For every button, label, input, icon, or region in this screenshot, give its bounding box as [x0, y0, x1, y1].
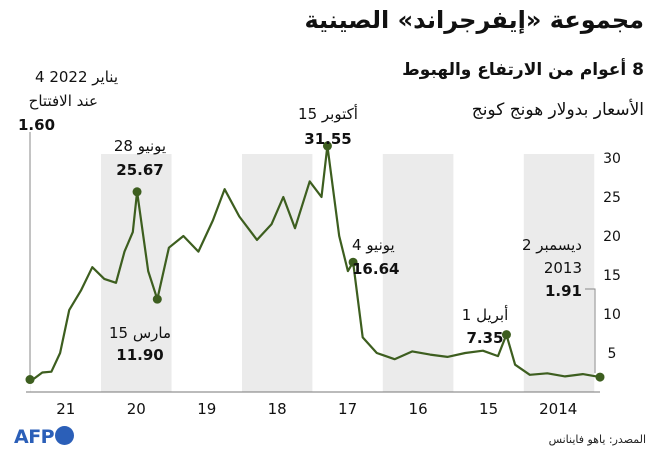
x-tick-label: 20	[127, 400, 146, 418]
annotation-date: 15 مارس	[109, 324, 171, 342]
annotation-date: 4 يناير 2022	[35, 68, 118, 86]
unit-note: الأسعار بدولار هونج كونج	[471, 100, 644, 120]
annotation-date: 15 أكتوبر	[298, 104, 358, 123]
x-tick-label: 15	[479, 400, 498, 418]
annotation-marker	[595, 372, 605, 382]
source-note: المصدر: ياهو فاينانس	[548, 433, 646, 446]
x-tick-label: 17	[338, 400, 357, 418]
x-tick-label: 16	[409, 400, 428, 418]
annotation-note: عند الافتتاح	[29, 92, 98, 110]
annotation-note: 2013	[544, 259, 582, 277]
y-tick-label: 20	[603, 229, 621, 245]
y-tick-label: 5	[608, 346, 617, 362]
annotation-value: 1.60	[18, 116, 55, 134]
annotation-date: 1 أبريل	[462, 305, 508, 324]
annotation-marker	[322, 141, 332, 151]
chart-title: مجموعة «إيفرجراند» الصينية	[304, 6, 644, 34]
year-band	[523, 154, 595, 392]
y-tick-label: 30	[603, 151, 621, 167]
annotation-date: 28 يونيو	[114, 137, 166, 155]
end-leader-line	[585, 288, 596, 374]
annotation-value: 25.67	[116, 161, 163, 179]
annotation-date: 2 ديسمبر	[522, 236, 582, 254]
annotation-marker	[132, 187, 142, 197]
annotation-marker	[25, 375, 35, 385]
annotation-marker	[152, 294, 162, 304]
x-tick-label: 21	[56, 400, 75, 418]
annotation-marker	[501, 330, 511, 340]
y-tick-label: 15	[603, 268, 621, 284]
annotation-value: 7.35	[466, 329, 503, 347]
afp-logo-dot	[55, 426, 75, 445]
afp-logo-text: AFP	[14, 426, 55, 448]
annotation-value: 11.90	[116, 346, 163, 364]
y-tick-label: 25	[603, 190, 621, 206]
price-line	[29, 144, 601, 381]
annotation-value: 1.91	[545, 282, 582, 300]
annotation-marker	[348, 257, 358, 267]
afp-logo: AFP	[14, 426, 75, 448]
year-band	[241, 154, 313, 392]
chart-subtitle: 8 أعوام من الارتفاع والهبوط	[402, 60, 644, 80]
x-tick-label: 2014	[539, 400, 577, 418]
annotation-value: 16.64	[352, 260, 399, 278]
annotation-date: 4 يونيو	[352, 236, 395, 254]
y-tick-label: 10	[603, 307, 621, 323]
annotation-value: 31.55	[304, 130, 351, 148]
x-tick-label: 19	[197, 400, 216, 418]
x-tick-label: 18	[268, 400, 287, 418]
